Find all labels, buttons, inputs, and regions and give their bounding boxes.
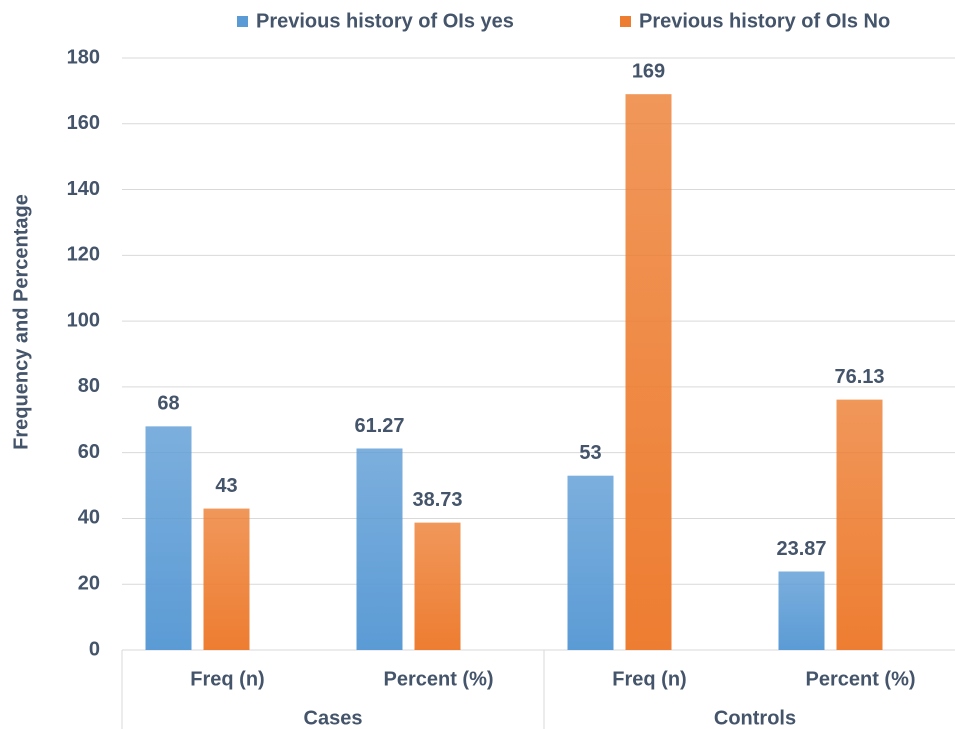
data-label: 23.87 (776, 538, 826, 560)
legend-label: Previous history of OIs No (639, 10, 890, 32)
group-label: Cases (304, 707, 363, 729)
y-tick-label: 100 (67, 309, 100, 331)
x-tick-label: Freq (n) (612, 668, 686, 690)
data-label: 53 (579, 442, 601, 464)
data-label: 61.27 (354, 415, 404, 437)
bar (836, 399, 883, 650)
bar (203, 508, 250, 650)
legend-label: Previous history of OIs yes (256, 10, 514, 32)
y-tick-label: 160 (67, 112, 100, 134)
bar (356, 448, 403, 650)
y-tick-label: 60 (78, 441, 100, 463)
y-tick-label: 80 (78, 375, 100, 397)
group-label: Controls (714, 707, 796, 729)
bar (778, 571, 825, 650)
data-label: 169 (632, 60, 665, 82)
bar (414, 522, 461, 650)
bar (145, 426, 192, 650)
data-label: 38.73 (412, 489, 462, 511)
data-label: 76.13 (834, 366, 884, 388)
y-tick-label: 120 (67, 244, 100, 266)
y-tick-label: 20 (78, 573, 100, 595)
bar (625, 94, 672, 650)
legend-swatch (620, 16, 631, 27)
bar (567, 475, 614, 650)
y-tick-label: 0 (89, 638, 100, 660)
data-label: 43 (215, 475, 237, 497)
legend-swatch (237, 16, 248, 27)
data-label: 68 (157, 393, 179, 415)
y-tick-label: 140 (67, 178, 100, 200)
x-tick-label: Percent (%) (383, 668, 493, 690)
y-tick-label: 180 (67, 46, 100, 68)
x-tick-label: Freq (n) (190, 668, 264, 690)
y-tick-label: 40 (78, 507, 100, 529)
y-axis-title: Frequency and Percentage (10, 194, 32, 450)
x-tick-label: Percent (%) (805, 668, 915, 690)
